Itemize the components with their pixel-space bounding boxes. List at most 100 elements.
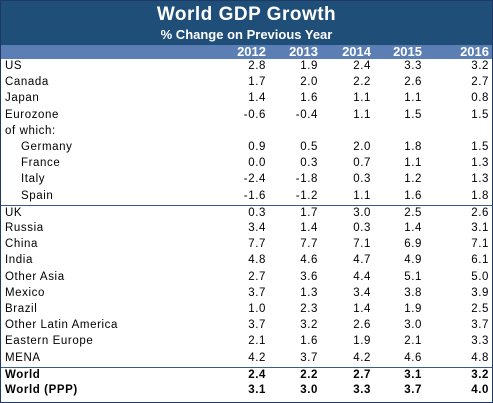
cell-value: 4.2 — [248, 351, 266, 364]
cell-value: 2.3 — [300, 303, 318, 315]
cell-value: 3.0 — [404, 319, 422, 332]
row-label: France — [21, 157, 61, 170]
year-header-2016: 2016 — [460, 44, 489, 59]
cell-value: 2.6 — [404, 76, 422, 89]
cell-value: 1.3 — [471, 173, 489, 186]
cell-value: 6.9 — [404, 238, 422, 251]
cell-value: 3.7 — [471, 319, 489, 332]
cell-value: 1.3 — [471, 157, 489, 170]
cell-value: 2.4 — [353, 60, 371, 72]
cell-value: 1.6 — [300, 92, 318, 105]
cell-value: 2.2 — [353, 76, 371, 89]
cell-value: 6.1 — [471, 254, 489, 267]
cell-value: 2.6 — [471, 206, 489, 219]
year-header-2015: 2015 — [393, 44, 422, 59]
cell-value: 3.8 — [404, 286, 422, 299]
cell-value: 0.3 — [353, 222, 371, 234]
table-row: Canada 1.7 2.0 2.2 2.6 2.7 — [1, 75, 492, 91]
cell-value: 1.0 — [248, 303, 266, 315]
cell-value: 4.6 — [404, 351, 422, 364]
cell-value: 2.7 — [471, 76, 489, 89]
cell-value: 1.7 — [300, 206, 318, 219]
row-label: of which: — [5, 124, 56, 137]
cell-value: -1.8 — [295, 173, 318, 186]
cell-value: -0.6 — [243, 108, 266, 121]
cell-value: 1.2 — [404, 173, 422, 186]
year-header-2012: 2012 — [237, 44, 266, 59]
cell-value: 0.3 — [353, 173, 371, 186]
table-row: Mexico 3.7 1.3 3.4 3.8 3.9 — [1, 286, 492, 302]
cell-value: 7.7 — [248, 238, 266, 251]
table-row: Italy -2.4 -1.8 0.3 1.2 1.3 — [1, 172, 492, 188]
cell-value: 1.8 — [404, 141, 422, 153]
cell-value: 1.9 — [404, 303, 422, 315]
row-label: World (PPP) — [5, 384, 78, 396]
row-label: Germany — [21, 141, 73, 153]
cell-value: 7.1 — [353, 238, 371, 251]
table-row: Japan 1.4 1.6 1.1 1.1 0.8 — [1, 91, 492, 107]
cell-value: 3.3 — [471, 335, 489, 348]
cell-value: 3.6 — [300, 270, 318, 283]
table-row: India 4.8 4.6 4.7 4.9 6.1 — [1, 253, 492, 269]
cell-value: 3.0 — [300, 384, 318, 396]
cell-value: 2.5 — [471, 303, 489, 315]
row-label: Japan — [5, 92, 40, 105]
cell-value: 0.3 — [300, 157, 318, 170]
cell-value: 3.1 — [404, 368, 422, 381]
table-row: US 2.8 1.9 2.4 3.3 3.2 — [1, 59, 492, 75]
row-label: Canada — [5, 76, 49, 89]
cell-value: 3.2 — [471, 60, 489, 72]
cell-value: 2.0 — [300, 76, 318, 89]
row-label: Other Latin America — [5, 319, 119, 332]
cell-value: 3.2 — [471, 368, 489, 381]
cell-value: 0.7 — [353, 157, 371, 170]
cell-value: 1.4 — [353, 303, 371, 315]
cell-value: 2.7 — [248, 270, 266, 283]
table-row: Eurozone -0.6 -0.4 1.1 1.5 1.5 — [1, 108, 492, 124]
table-row: Other Latin America 3.7 3.2 2.6 3.0 3.7 — [1, 318, 492, 334]
row-label: Eastern Europe — [5, 335, 94, 348]
cell-value: -1.6 — [243, 189, 266, 202]
year-header-row: 2012 2013 2014 2015 2016 — [1, 44, 492, 59]
cell-value: 1.1 — [353, 108, 371, 121]
row-label: Spain — [21, 189, 54, 202]
cell-value: 4.7 — [353, 254, 371, 267]
cell-value: 1.4 — [300, 222, 318, 234]
cell-value: 2.0 — [353, 141, 371, 153]
cell-value: 7.7 — [300, 238, 318, 251]
year-header-2014: 2014 — [342, 44, 371, 59]
cell-value: 4.4 — [353, 270, 371, 283]
row-label: US — [5, 60, 23, 72]
cell-value: 3.4 — [353, 286, 371, 299]
row-label: MENA — [5, 351, 41, 364]
cell-value: 3.3 — [353, 384, 371, 396]
cell-value: 1.9 — [353, 335, 371, 348]
cell-value: -0.4 — [295, 108, 318, 121]
cell-value: 1.4 — [248, 92, 266, 105]
cell-value: 0.9 — [248, 141, 266, 153]
row-label: Mexico — [5, 286, 46, 299]
cell-value: 1.5 — [404, 108, 422, 121]
cell-value: 1.6 — [404, 189, 422, 202]
cell-value: 1.1 — [353, 92, 371, 105]
table-title-block: World GDP Growth % Change on Previous Ye… — [1, 1, 492, 45]
row-label: Brazil — [5, 303, 38, 315]
cell-value: 2.6 — [353, 319, 371, 332]
cell-value: 3.7 — [404, 384, 422, 396]
table-subtitle: % Change on Previous Year — [160, 27, 333, 42]
row-label: India — [5, 254, 33, 267]
cell-value: 0.5 — [300, 141, 318, 153]
cell-value: 2.5 — [404, 206, 422, 219]
cell-value: 4.0 — [471, 384, 489, 396]
table-row: France 0.0 0.3 0.7 1.1 1.3 — [1, 156, 492, 172]
cell-value: 3.0 — [353, 206, 371, 219]
year-header-2013: 2013 — [289, 44, 318, 59]
cell-value: 3.7 — [248, 286, 266, 299]
table-row: World (PPP) 3.1 3.0 3.3 3.7 4.0 — [1, 383, 492, 399]
row-label: Eurozone — [5, 108, 60, 121]
cell-value: 1.7 — [248, 76, 266, 89]
cell-value: 4.8 — [471, 351, 489, 364]
table-row: UK 0.3 1.7 3.0 2.5 2.6 — [1, 204, 492, 222]
cell-value: 1.4 — [404, 222, 422, 234]
